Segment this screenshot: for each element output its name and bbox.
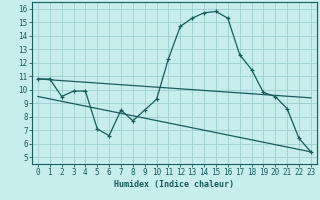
X-axis label: Humidex (Indice chaleur): Humidex (Indice chaleur) [115, 180, 234, 189]
